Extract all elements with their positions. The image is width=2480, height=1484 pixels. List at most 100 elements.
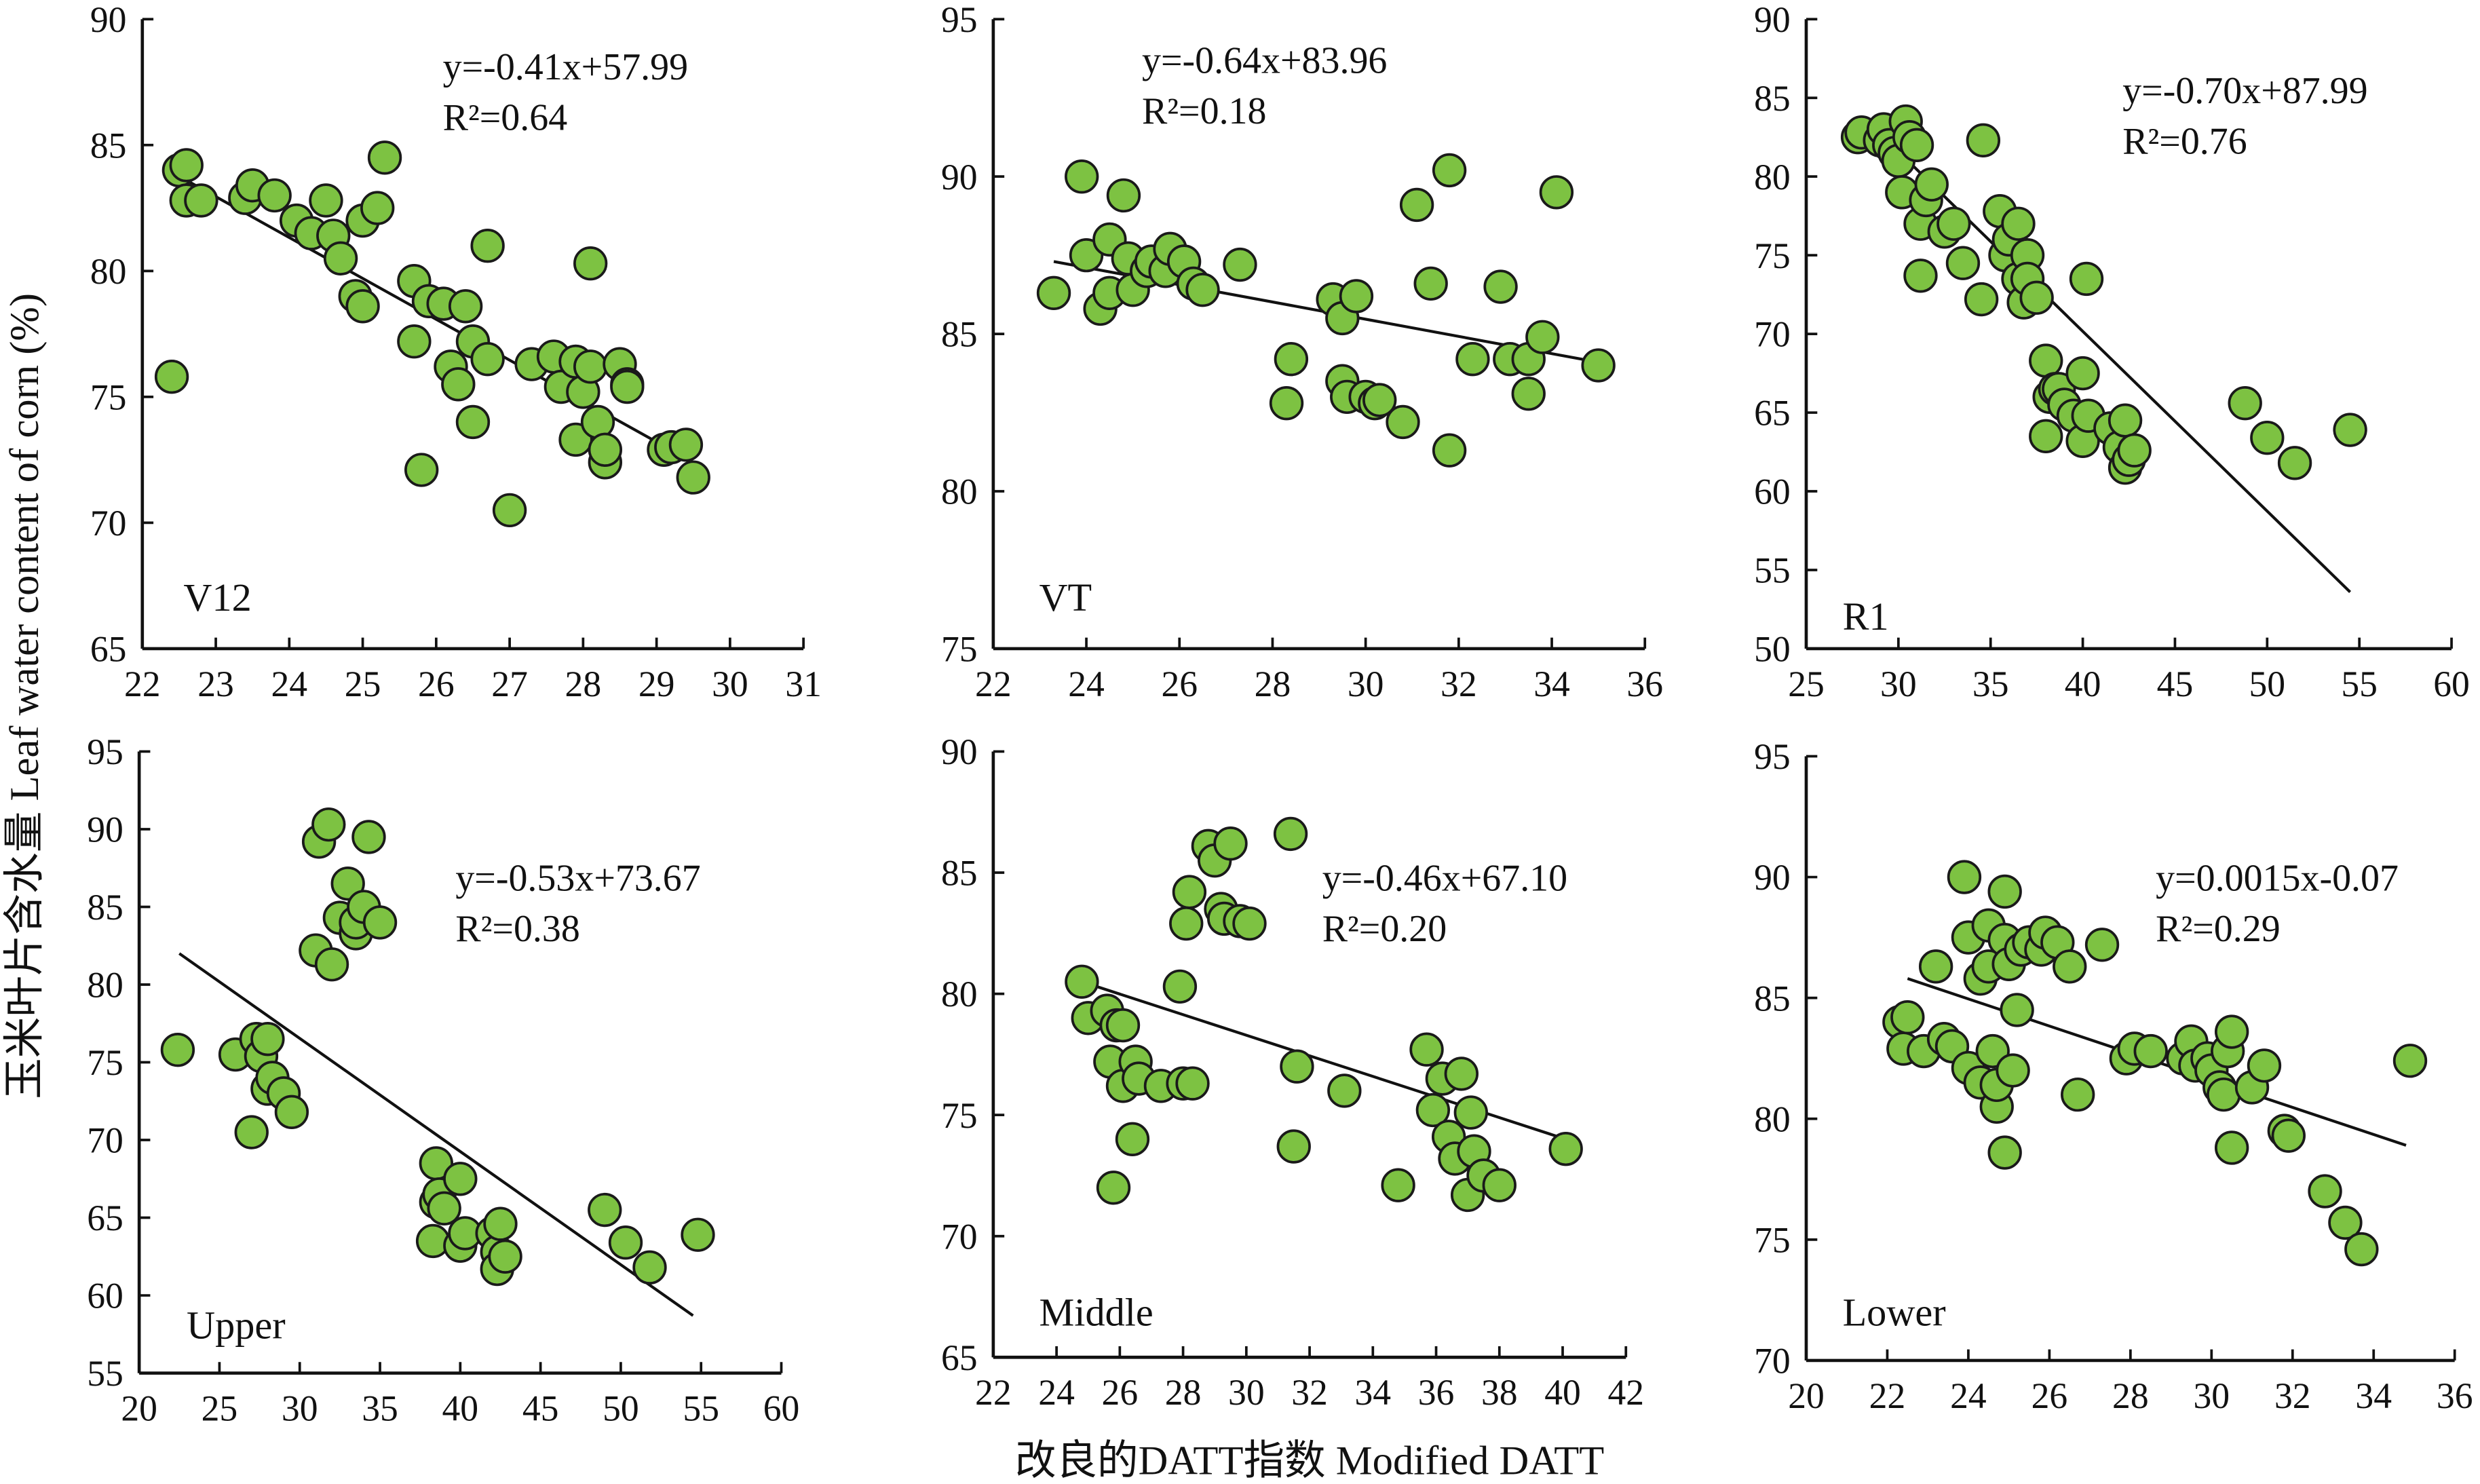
x-tick-label: 23 (197, 664, 234, 704)
data-point (1280, 1049, 1314, 1084)
y-tick-label: 70 (1754, 1341, 1791, 1382)
r-squared: R²=0.29 (2156, 908, 2281, 950)
data-point (2392, 1044, 2428, 1078)
y-tick-label: 90 (1754, 0, 1791, 40)
data-point (1172, 875, 1207, 909)
data-point (1065, 159, 1099, 194)
panel-r1: 25 30 35 40 45 50 55 60 50 55 60 65 70 75 80 85 90 y=-0.7… (1754, 0, 2470, 704)
regression-line (185, 178, 694, 464)
data-point (443, 1162, 478, 1196)
data-point (314, 947, 349, 982)
data-point (676, 460, 710, 495)
x-tick-label: 55 (2341, 664, 2378, 704)
r-squared: R²=0.20 (1322, 908, 1447, 950)
data-point (367, 140, 402, 175)
y-tick-label: 50 (1754, 629, 1791, 670)
x-tick-label: 30 (282, 1388, 318, 1428)
x-tick-label: 30 (712, 664, 748, 704)
data-point (483, 1206, 518, 1241)
y-tick-label: 60 (1754, 472, 1791, 512)
data-point (427, 1191, 461, 1225)
y-tick-label: 70 (1754, 314, 1791, 355)
data-point (1413, 266, 1448, 301)
x-tick-label: 26 (1161, 664, 1198, 704)
data-point (2333, 413, 2367, 447)
x-tick-label: 28 (565, 664, 602, 704)
x-tick-label: 30 (1348, 664, 1384, 704)
data-point (1987, 874, 2022, 909)
y-tick-label: 75 (90, 377, 127, 418)
data-point (309, 183, 343, 218)
x-tick-label: 28 (2112, 1375, 2149, 1416)
y-tick-label: 65 (87, 1198, 123, 1238)
x-tick-label: 25 (1788, 664, 1825, 704)
y-tick-label: 85 (1754, 978, 1791, 1019)
x-tick-label: 34 (2355, 1375, 2392, 1416)
data-point (2344, 1232, 2379, 1267)
x-tick-label: 32 (1291, 1372, 1328, 1413)
data-point (1327, 1073, 1362, 1108)
y-tick-label: 85 (87, 887, 123, 928)
data-point (1525, 320, 1560, 354)
data-point (2065, 356, 2100, 391)
data-point (2069, 261, 2104, 297)
data-point (2053, 949, 2087, 984)
data-point (448, 289, 483, 324)
x-tick-label: 29 (638, 664, 675, 704)
r-squared: R²=0.18 (1142, 90, 1267, 132)
data-point (362, 905, 398, 940)
x-tick-label: 22 (1869, 1375, 1906, 1416)
x-tick-label: 20 (121, 1388, 157, 1428)
x-tick-label: 35 (1972, 664, 2009, 704)
regression-equation: y=-0.41x+57.99 (443, 46, 688, 88)
x-tick-label: 36 (1626, 664, 1663, 704)
r-squared: R²=0.76 (2122, 120, 2247, 162)
data-point (311, 807, 346, 842)
y-tick-label: 85 (941, 314, 978, 355)
data-point (1483, 269, 1518, 304)
data-point (1274, 342, 1309, 377)
data-point (1169, 906, 1204, 941)
r-squared: R²=0.38 (455, 908, 580, 950)
data-point (455, 404, 491, 440)
data-point (397, 324, 432, 359)
x-tick-label: 24 (1068, 664, 1105, 704)
data-point (1455, 342, 1490, 377)
y-tick-label: 75 (1754, 235, 1791, 276)
data-point (1444, 1057, 1479, 1091)
data-point (2000, 993, 2034, 1027)
y-tick-label: 70 (87, 1120, 123, 1161)
data-point (1162, 969, 1198, 1004)
data-point (1947, 860, 1982, 894)
data-point (2228, 385, 2262, 421)
data-point (2061, 1077, 2095, 1112)
data-point (1482, 1168, 1516, 1202)
data-point (470, 229, 505, 263)
data-point (1432, 433, 1467, 468)
data-point (632, 1250, 667, 1285)
y-tick-label: 85 (90, 125, 127, 166)
y-tick-label: 65 (1754, 393, 1791, 434)
y-tick-label: 75 (941, 1095, 978, 1136)
y-tick-label: 90 (941, 731, 978, 772)
data-point (360, 191, 395, 225)
data-point (1903, 259, 1938, 293)
data-point (1381, 1168, 1415, 1202)
x-tick-label: 27 (491, 664, 528, 704)
data-point (2308, 1174, 2342, 1209)
panel-v12: 22 23 24 25 26 27 28 29 30 31 65 70 75 80 85 90 y=-0.41x… (90, 0, 822, 704)
data-point (1339, 279, 1374, 313)
data-point (154, 360, 189, 394)
data-point (1069, 237, 1104, 273)
panel-middle: 22 24 26 28 30 32 34 36 38 40 42 65 70 75 80 85 90 y=-0.4… (941, 731, 1644, 1413)
data-point (588, 1192, 622, 1228)
y-tick-label: 85 (941, 853, 978, 894)
data-point (1269, 385, 1304, 421)
x-tick-label: 31 (785, 664, 822, 704)
data-point (2029, 419, 2063, 454)
data-point (1996, 1053, 2030, 1088)
data-point (257, 178, 292, 213)
data-point (608, 1225, 643, 1260)
data-point (2029, 343, 2063, 378)
y-tick-label: 70 (90, 503, 127, 544)
